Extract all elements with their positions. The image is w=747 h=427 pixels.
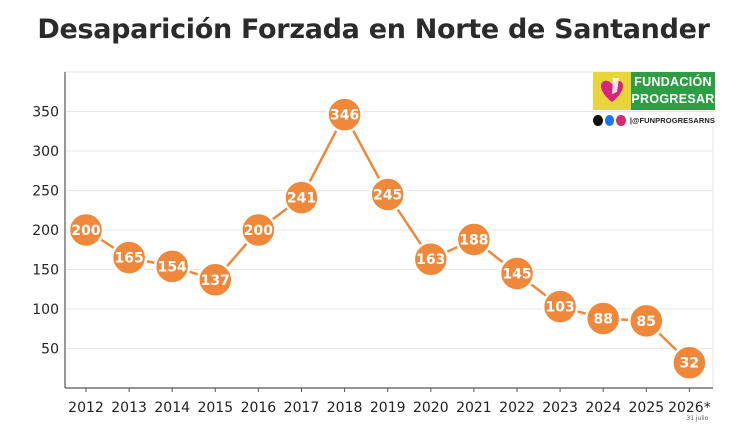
data-label: 88 <box>593 311 612 327</box>
x-tick-label: 2012 <box>68 400 104 416</box>
data-point <box>412 240 450 278</box>
y-tick-label: 100 <box>32 302 59 318</box>
data-label: 163 <box>416 252 445 268</box>
data-label: 154 <box>158 259 187 275</box>
data-point <box>584 300 622 337</box>
data-point <box>153 248 191 285</box>
data-label: 241 <box>287 191 316 207</box>
logo-line1: FUNDACIÓN <box>634 75 712 89</box>
data-point <box>110 239 148 276</box>
data-label: 32 <box>680 356 699 372</box>
data-label: 200 <box>244 223 273 239</box>
data-label: 145 <box>502 266 531 282</box>
logo-line2: PROGRESAR <box>631 92 715 106</box>
data-point <box>671 344 708 381</box>
fundacion-progresar-logo: FUNDACIÓN PROGRESAR |@FUNPROGRESARNS <box>593 72 715 130</box>
x-tick-label: 2021 <box>456 400 492 416</box>
axes <box>64 72 713 392</box>
data-label: 245 <box>373 187 402 203</box>
data-label: 200 <box>71 223 100 239</box>
instagram-icon <box>616 114 626 126</box>
data-point <box>197 261 234 299</box>
x-tick-label: 2013 <box>111 400 147 416</box>
y-tick-label: 150 <box>32 263 59 279</box>
chart-title: Desaparición Forzada en Norte de Santand… <box>37 14 710 45</box>
x-tick-label: 2023 <box>542 400 578 416</box>
data-label: 137 <box>201 273 230 289</box>
x-tick-label: 2017 <box>284 400 320 416</box>
x-tick-label: 2016 <box>241 400 277 416</box>
data-label: 346 <box>330 108 359 124</box>
y-tick-label: 50 <box>41 342 59 358</box>
data-point <box>369 176 406 213</box>
x-tick-label: 2022 <box>499 400 535 416</box>
y-tick-label: 350 <box>32 105 59 121</box>
x-tick-label: 2019 <box>370 400 406 416</box>
x-tick-label: 2014 <box>154 400 190 416</box>
data-label: 103 <box>545 300 574 316</box>
data-label: 188 <box>459 232 488 248</box>
logo-name: FUNDACIÓN PROGRESAR <box>631 72 715 110</box>
data-markers: 200 165 154 137 200 241 346 245 163 188 145 103 88 85… <box>67 96 708 381</box>
y-tick-label: 250 <box>32 184 59 200</box>
data-point <box>628 302 665 340</box>
x-tick-label: 2018 <box>327 400 363 416</box>
x-icon <box>593 114 603 126</box>
social-handle: |@FUNPROGRESARNS <box>629 115 716 125</box>
x-tick-label: 2020 <box>413 400 449 416</box>
x-tick-labels: 2012 2013 2014 2015 2016 2017 2018 2019 2020 2021… <box>68 400 711 422</box>
data-point <box>326 96 363 133</box>
social-handles: |@FUNPROGRESARNS <box>593 113 715 127</box>
x-tick-label: 2025 <box>628 400 664 416</box>
data-point <box>240 211 277 249</box>
data-label: 165 <box>114 251 143 267</box>
y-tick-label: 200 <box>32 223 59 239</box>
data-label: 85 <box>637 314 656 330</box>
data-point <box>455 221 493 258</box>
x-tick-label: 2024 <box>585 400 621 416</box>
last-category-note: 31 julio <box>686 415 708 422</box>
data-point <box>541 288 579 325</box>
facebook-icon <box>604 114 615 126</box>
x-tick-label: 2015 <box>197 400 233 416</box>
y-tick-label: 300 <box>32 144 59 160</box>
data-point <box>498 255 536 292</box>
y-tick-labels: 50 100 150 200 250 300 350 <box>32 105 59 358</box>
data-point <box>283 179 320 216</box>
x-tick-label: 2026* <box>668 400 711 416</box>
data-point <box>67 211 105 249</box>
heart-hand-icon <box>593 72 631 110</box>
